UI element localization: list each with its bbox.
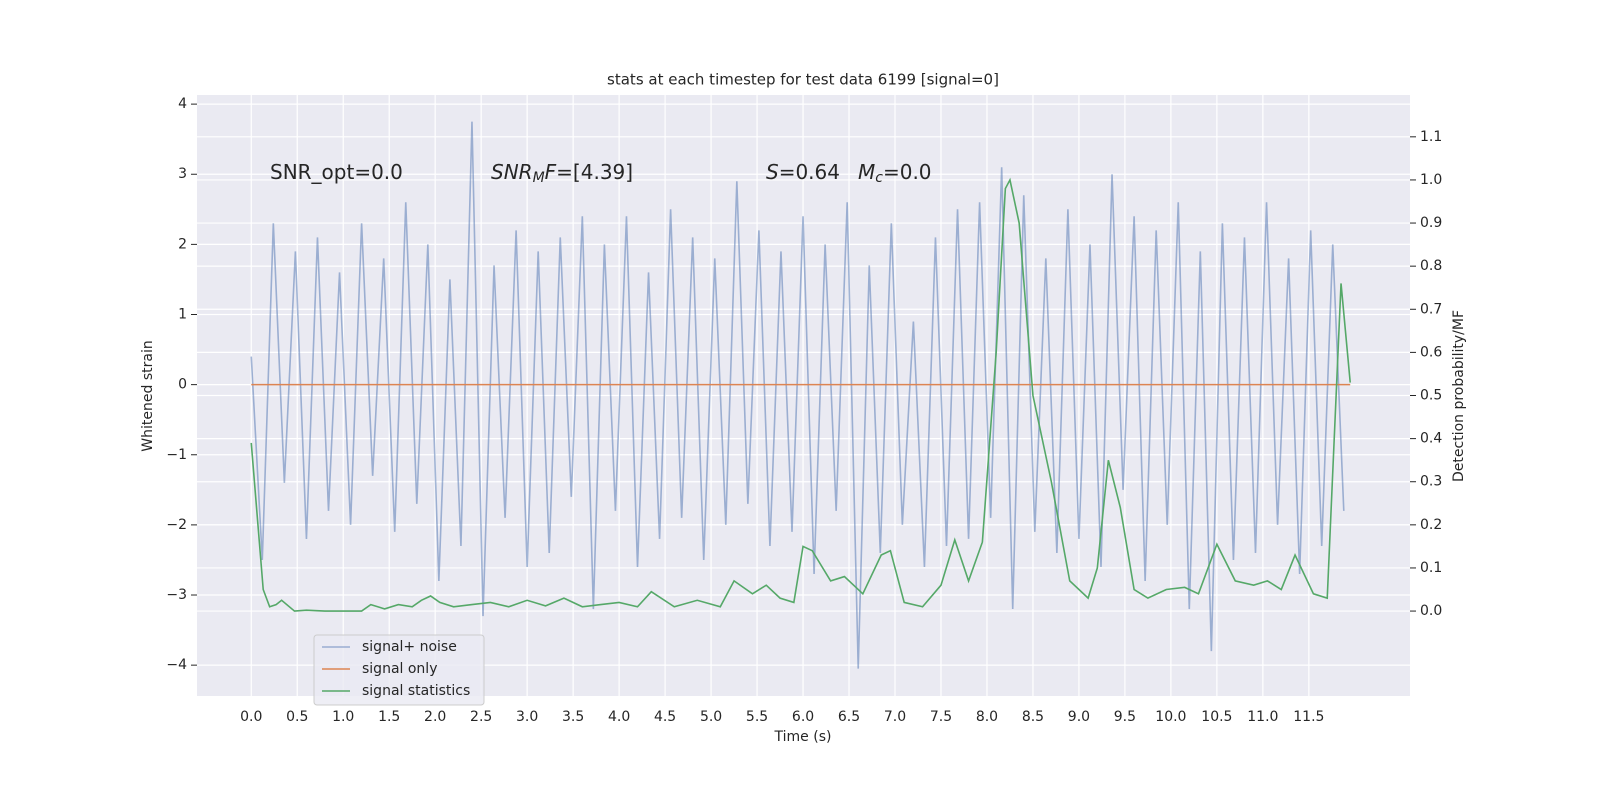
x-tick-label: 10.5: [1201, 709, 1232, 725]
x-tick-label: 4.5: [654, 709, 676, 725]
chart-title: stats at each timestep for test data 619…: [607, 71, 999, 89]
y2-tick-label: 0.0: [1420, 603, 1442, 619]
legend-label: signal statistics: [362, 683, 470, 699]
annotation: SNRMF=[4.39]: [491, 160, 633, 187]
x-tick-label: 5.5: [746, 709, 768, 725]
annotation-part: SNR_opt=0.0: [270, 160, 403, 184]
y2-tick-label: 0.1: [1420, 560, 1442, 576]
x-tick-label: 2.5: [470, 709, 492, 725]
x-tick-label: 7.5: [930, 709, 952, 725]
x-tick-label: 10.0: [1155, 709, 1186, 725]
x-tick-label: 7.0: [884, 709, 906, 725]
annotation-part: F: [545, 160, 557, 184]
y-tick-label: −1: [166, 447, 187, 463]
x-tick-label: 0.0: [240, 709, 262, 725]
annotation: Mc=0.0: [858, 160, 932, 187]
x-tick-label: 1.0: [332, 709, 354, 725]
y-tick-label: 0: [178, 377, 187, 393]
series-line: [250, 121, 1345, 669]
annotation-part: c: [875, 170, 883, 186]
y2-tick-label: 1.1: [1420, 129, 1442, 145]
y2-tick-label: 0.9: [1420, 215, 1442, 231]
y2-tick-label: 0.7: [1420, 301, 1442, 317]
y-tick-label: 4: [178, 96, 187, 112]
x-tick-label: 9.5: [1114, 709, 1136, 725]
y2-tick-label: 0.6: [1420, 344, 1442, 360]
annotation-part: =0.64: [779, 160, 840, 184]
y2-tick-label: 0.8: [1420, 258, 1442, 274]
annotation-part: S: [766, 160, 779, 184]
x-tick-label: 4.0: [608, 709, 630, 725]
x-tick-label: 9.0: [1068, 709, 1090, 725]
x-tick-label: 0.5: [286, 709, 308, 725]
legend-box: [313, 634, 485, 706]
y2-tick-label: 0.2: [1420, 517, 1442, 533]
y-tick-label: 3: [178, 166, 187, 182]
annotation-part: =0.0: [883, 160, 932, 184]
y-axis-label: Whitened strain: [140, 340, 156, 451]
annotation-part: M: [858, 160, 875, 184]
x-tick-label: 3.5: [562, 709, 584, 725]
y-tick-label: 1: [178, 307, 187, 323]
annotation-part: SNR: [491, 160, 533, 184]
annotation: SNR_opt=0.0: [270, 160, 403, 184]
x-tick-label: 6.0: [792, 709, 814, 725]
x-tick-label: 11.0: [1247, 709, 1278, 725]
y-tick-label: −2: [166, 517, 187, 533]
y2-tick-label: 0.4: [1420, 431, 1442, 447]
y-tick-label: −3: [166, 587, 187, 603]
y2-tick-label: 1.0: [1420, 172, 1442, 188]
annotation-part: =[4.39]: [556, 160, 633, 184]
x-tick-label: 6.5: [838, 709, 860, 725]
legend-label: signal only: [362, 661, 437, 677]
x-tick-label: 8.5: [1022, 709, 1044, 725]
x-tick-label: 11.5: [1293, 709, 1324, 725]
annotation: S=0.64: [766, 160, 840, 184]
x-tick-label: 8.0: [976, 709, 998, 725]
legend-label: signal+ noise: [362, 639, 457, 655]
x-tick-label: 5.0: [700, 709, 722, 725]
y2-tick-label: 0.3: [1420, 474, 1442, 490]
x-tick-label: 2.0: [424, 709, 446, 725]
x-tick-label: 3.0: [516, 709, 538, 725]
annotation-part: M: [533, 170, 545, 186]
y2-tick-label: 0.5: [1420, 388, 1442, 404]
y-tick-label: −4: [166, 657, 187, 673]
y2-axis-label: Detection probability/MF: [1451, 310, 1467, 482]
y-tick-label: 2: [178, 236, 187, 252]
x-tick-label: 1.5: [378, 709, 400, 725]
x-axis-label: Time (s): [774, 729, 832, 745]
series-line: [250, 177, 1352, 612]
